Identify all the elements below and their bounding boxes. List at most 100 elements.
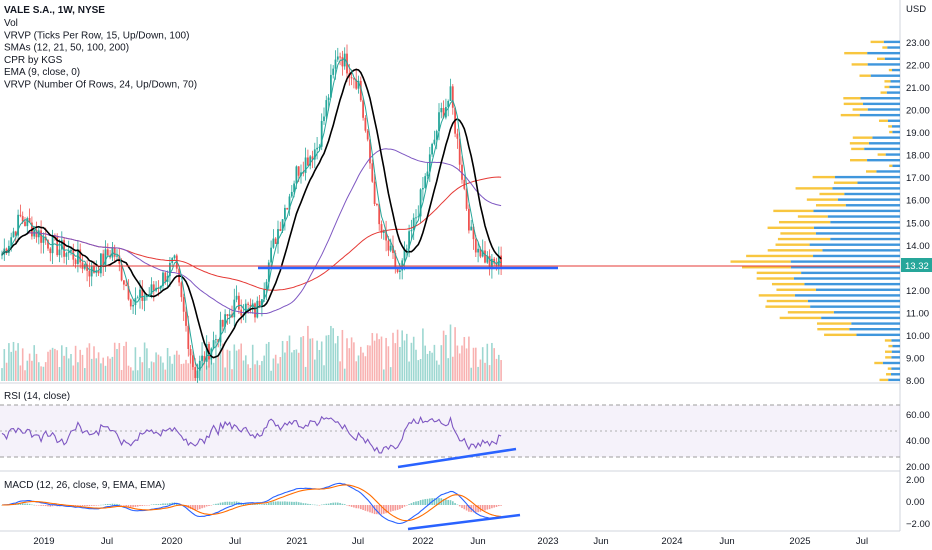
volume-bar [442, 330, 445, 381]
volume-bar [399, 346, 401, 381]
volume-bar [107, 356, 109, 381]
macd-hist-bar [493, 505, 495, 508]
profile-up-bar [790, 266, 900, 269]
macd-hist-bar [429, 498, 431, 505]
volume-bar [17, 343, 19, 381]
macd-hist-bar [297, 502, 300, 505]
candle-body [302, 172, 305, 174]
macd-hist-bar [408, 504, 410, 505]
volume-bar [426, 353, 429, 381]
profile-up-bar [891, 356, 900, 359]
profile-down-bar [884, 85, 890, 89]
macd-hist-bar [141, 505, 144, 506]
volume-bar [70, 354, 72, 381]
volume-bar [21, 348, 24, 381]
volume-bar [224, 367, 226, 381]
macd-hist-bar [327, 503, 330, 505]
macd-hist-bar [445, 499, 447, 505]
macd-hist-bar [90, 505, 93, 506]
profile-up-bar [845, 204, 900, 207]
ema-line [1, 57, 502, 370]
macd-hist-bar [389, 505, 392, 512]
volume-bar [120, 369, 123, 381]
profile-up-bar [890, 80, 900, 83]
candle-body [42, 236, 45, 243]
profile-up-bar [807, 299, 900, 303]
candle-body [100, 253, 102, 274]
profile-up-bar [793, 277, 900, 280]
candle-body [88, 270, 91, 277]
volume-bar [51, 347, 54, 381]
macd-hist-bar [472, 505, 475, 513]
volume-bar [5, 362, 8, 381]
profile-down-bar [819, 192, 845, 196]
macd-hist-bar [261, 504, 263, 505]
price-tick: 21.00 [906, 83, 930, 94]
macd-hist-bar [412, 502, 415, 505]
candle-body [185, 311, 187, 326]
volume-bar [447, 358, 449, 381]
volume-bar [389, 367, 392, 381]
macd-hist-bar [378, 505, 380, 515]
volume-bar [281, 340, 284, 381]
macd-hist-bar [104, 504, 107, 505]
macd-hist-bar [293, 501, 295, 505]
volume-bar [235, 350, 238, 381]
candle-body [316, 147, 318, 150]
time-tick: 2021 [286, 536, 307, 547]
volume-bar [90, 358, 93, 381]
macd-hist-bar [394, 505, 397, 511]
profile-up-bar [815, 288, 900, 291]
macd-divergence-trendline[interactable] [407, 513, 521, 531]
volume-bar [33, 345, 35, 381]
macd-hist-bar [486, 505, 489, 510]
volume-bar [477, 366, 479, 381]
macd-hist-bar [222, 502, 224, 505]
profile-up-bar [809, 243, 900, 246]
candle-body [58, 249, 61, 256]
candle-body [327, 97, 330, 101]
volume-bar [146, 348, 148, 381]
candle-body [426, 171, 429, 177]
candle-body [83, 264, 86, 269]
time-tick: Jul [352, 536, 364, 547]
macd-hist-bar [33, 504, 35, 506]
profile-down-bar [884, 80, 891, 83]
rsi-divergence-trendline[interactable] [397, 447, 517, 469]
profile-up-bar [891, 350, 900, 353]
volume-bar [486, 343, 489, 381]
volume-bar [40, 366, 42, 381]
volume-bar [56, 350, 58, 381]
macd-hist-bar [373, 505, 376, 515]
volume-bar [463, 337, 466, 381]
volume-bar [279, 357, 282, 381]
macd-hist-bar [125, 505, 127, 507]
candle-body [440, 107, 443, 113]
candle-body [247, 303, 249, 305]
price-candles [1, 44, 502, 383]
candle-body [295, 166, 298, 184]
volume-bar [403, 340, 406, 381]
macd-hist-bar [376, 505, 378, 515]
volume-bar [245, 355, 247, 381]
volume-bar [1, 368, 3, 381]
volume-bar [231, 369, 233, 381]
volume-bar [357, 355, 360, 381]
indicator-label: VRVP (Number Of Rows, 24, Up/Down, 70) [4, 80, 197, 91]
candle-body [120, 263, 123, 281]
candle-body [219, 319, 222, 343]
candle-body [26, 218, 29, 227]
candle-body [304, 157, 307, 173]
price-tick: 20.00 [906, 106, 930, 117]
volume-bar [461, 345, 463, 381]
candle-body [311, 156, 314, 160]
macd-hist-bar [93, 505, 95, 506]
macd-hist-bar [360, 505, 362, 510]
profile-down-bar [888, 68, 893, 72]
macd-hist-bar [155, 504, 157, 505]
volume-profile [730, 40, 900, 382]
macd-hist-bar [254, 504, 256, 505]
price-tick: 19.00 [906, 128, 930, 139]
profile-up-bar [851, 322, 900, 325]
candle-body [198, 360, 201, 371]
